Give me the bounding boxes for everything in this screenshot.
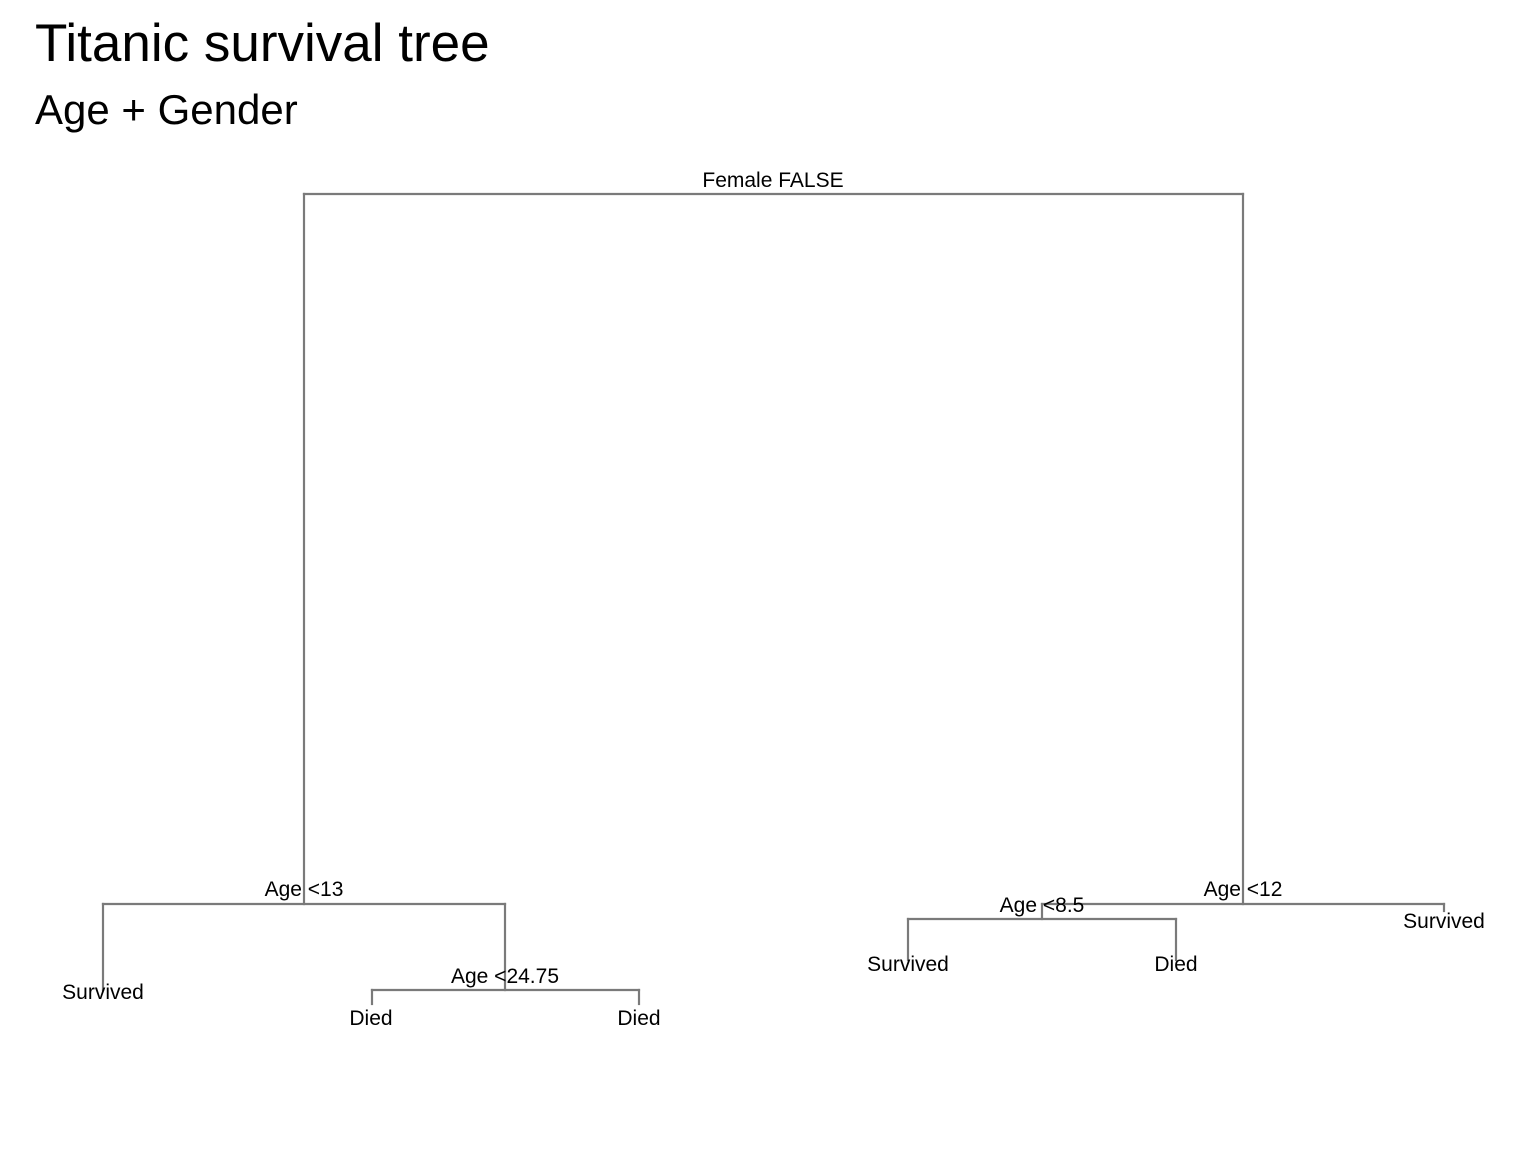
- leaf-label-male-older-right: Died: [617, 1007, 660, 1030]
- leaf-label-female-child-young: Survived: [867, 953, 949, 976]
- chart-subtitle: Age + Gender: [35, 86, 298, 133]
- split-label-female-child: Age <8.5: [1000, 894, 1085, 917]
- tree-leaf-labels: Survived Died Died Survived Died Survive…: [62, 910, 1485, 1030]
- split-label-root: Female FALSE: [702, 169, 843, 192]
- leaf-label-male-older-left: Died: [349, 1007, 392, 1030]
- leaf-label-male-child: Survived: [62, 981, 144, 1004]
- tree-branches: [101, 192, 1446, 1006]
- split-label-female-age: Age <12: [1204, 878, 1283, 901]
- tree-split-labels: Female FALSE Age <13 Age <24.75 Age <12 …: [265, 169, 1283, 988]
- split-label-male-age: Age <13: [265, 878, 344, 901]
- leaf-label-female-adult: Survived: [1403, 910, 1485, 933]
- leaf-label-female-child-older: Died: [1154, 953, 1197, 976]
- split-label-male-young-adult: Age <24.75: [451, 965, 559, 988]
- chart-title: Titanic survival tree: [35, 14, 490, 73]
